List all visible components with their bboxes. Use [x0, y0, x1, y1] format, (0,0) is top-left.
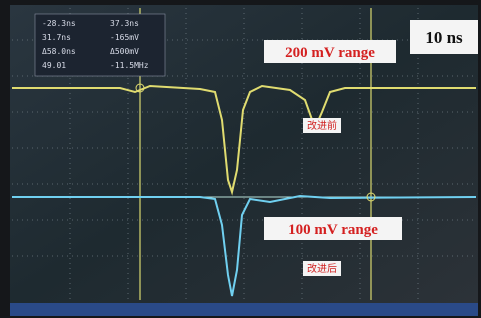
status-bar	[10, 303, 478, 316]
readout: 49.01	[42, 61, 66, 70]
timebase-label: 10 ns	[425, 28, 463, 47]
range-label: 200 mV range	[285, 45, 375, 61]
readout: -165mV	[110, 33, 139, 42]
readout: Δ500mV	[110, 47, 139, 56]
readout: -11.5MHz	[110, 61, 149, 70]
readout: -28.3ns	[42, 19, 76, 28]
range-label: 100 mV range	[288, 222, 378, 238]
readout: 37.3ns	[110, 19, 139, 28]
after-label: 改进后	[307, 262, 337, 275]
readout: Δ58.0ns	[42, 47, 76, 56]
oscilloscope-photo: -28.3ns 37.3ns 31.7ns -165mV Δ58.0ns Δ50…	[0, 0, 481, 318]
readout: 31.7ns	[42, 33, 71, 42]
before-label: 改进前	[307, 119, 337, 132]
